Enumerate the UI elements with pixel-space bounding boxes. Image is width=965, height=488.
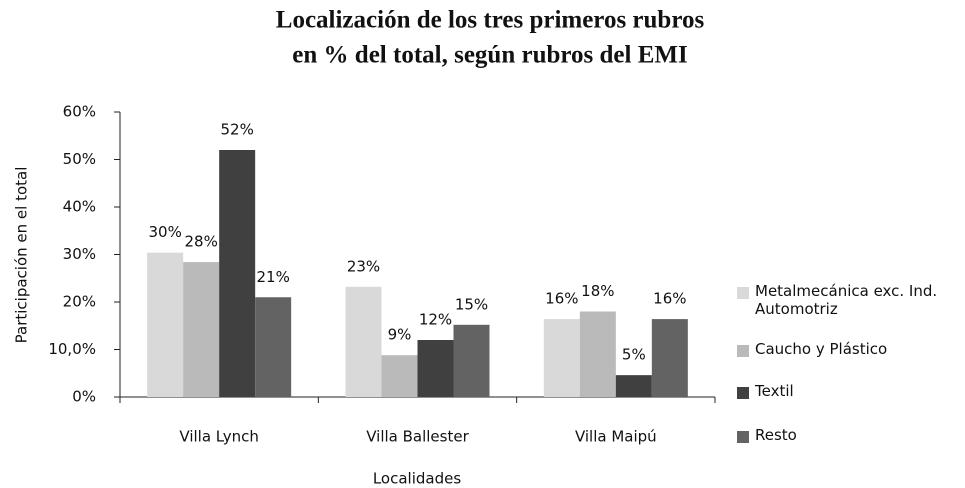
data-label: 12%	[419, 311, 452, 329]
bar	[345, 286, 382, 397]
data-label: 5%	[622, 346, 646, 364]
data-label: 16%	[653, 290, 686, 308]
data-label: 15%	[455, 295, 488, 313]
y-tick-label: 0%	[72, 388, 96, 406]
bar	[453, 324, 490, 397]
data-label: 16%	[545, 290, 578, 308]
x-tick-label: Villa Lynch	[179, 428, 259, 446]
legend-entry: Resto	[735, 426, 965, 444]
data-label: 18%	[581, 282, 614, 300]
data-label: 21%	[256, 268, 289, 286]
x-axis-title: Localidades	[373, 470, 462, 488]
y-axis-title: Participación en el total	[13, 167, 31, 344]
bar	[417, 340, 454, 397]
bar	[255, 297, 292, 397]
bar	[579, 311, 616, 397]
legend-label: Textil	[755, 382, 794, 400]
data-label: 52%	[220, 121, 253, 139]
bar	[381, 355, 418, 397]
x-tick-label: Villa Ballester	[366, 428, 469, 446]
legend-entry: Metalmecánica exc. Ind. Automotriz	[735, 282, 965, 318]
bar	[183, 262, 220, 397]
legend-swatch	[737, 387, 749, 399]
bar	[219, 150, 256, 397]
data-label: 30%	[148, 223, 181, 241]
data-label: 28%	[184, 233, 217, 251]
bar	[615, 375, 652, 397]
legend-swatch	[737, 287, 749, 299]
legend-entry: Textil	[735, 382, 965, 400]
bar	[543, 319, 580, 397]
bar	[651, 319, 688, 397]
bar	[147, 252, 184, 397]
data-label: 23%	[347, 257, 380, 275]
y-tick-label: 50%	[63, 150, 96, 168]
legend-swatch	[737, 431, 749, 443]
chart-title: Localización de los tres primeros rubros	[276, 7, 705, 34]
x-tick-label: Villa Maipú	[575, 428, 657, 446]
legend-label: Metalmecánica exc. Ind. Automotriz	[755, 282, 938, 318]
legend-label: Caucho y Plástico	[755, 340, 888, 358]
y-tick-label: 40%	[63, 198, 96, 216]
chart-title: en % del total, según rubros del EMI	[292, 42, 687, 69]
y-tick-label: 60%	[63, 103, 96, 121]
y-tick-label: 20%	[63, 293, 96, 311]
legend-entry: Caucho y Plástico	[735, 340, 965, 358]
legend-label: Resto	[755, 426, 797, 444]
legend-swatch	[737, 345, 749, 357]
y-tick-label: 10,0%	[48, 340, 96, 358]
y-tick-label: 30%	[63, 245, 96, 263]
data-label: 9%	[388, 326, 412, 344]
